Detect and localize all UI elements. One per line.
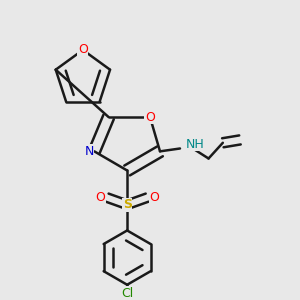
Text: S: S [123, 198, 132, 211]
Text: NH: NH [186, 138, 205, 151]
Text: O: O [78, 44, 88, 56]
Text: Cl: Cl [121, 287, 133, 300]
Text: O: O [145, 111, 155, 124]
Text: O: O [149, 191, 159, 204]
Text: O: O [95, 191, 105, 204]
Text: N: N [85, 145, 94, 158]
